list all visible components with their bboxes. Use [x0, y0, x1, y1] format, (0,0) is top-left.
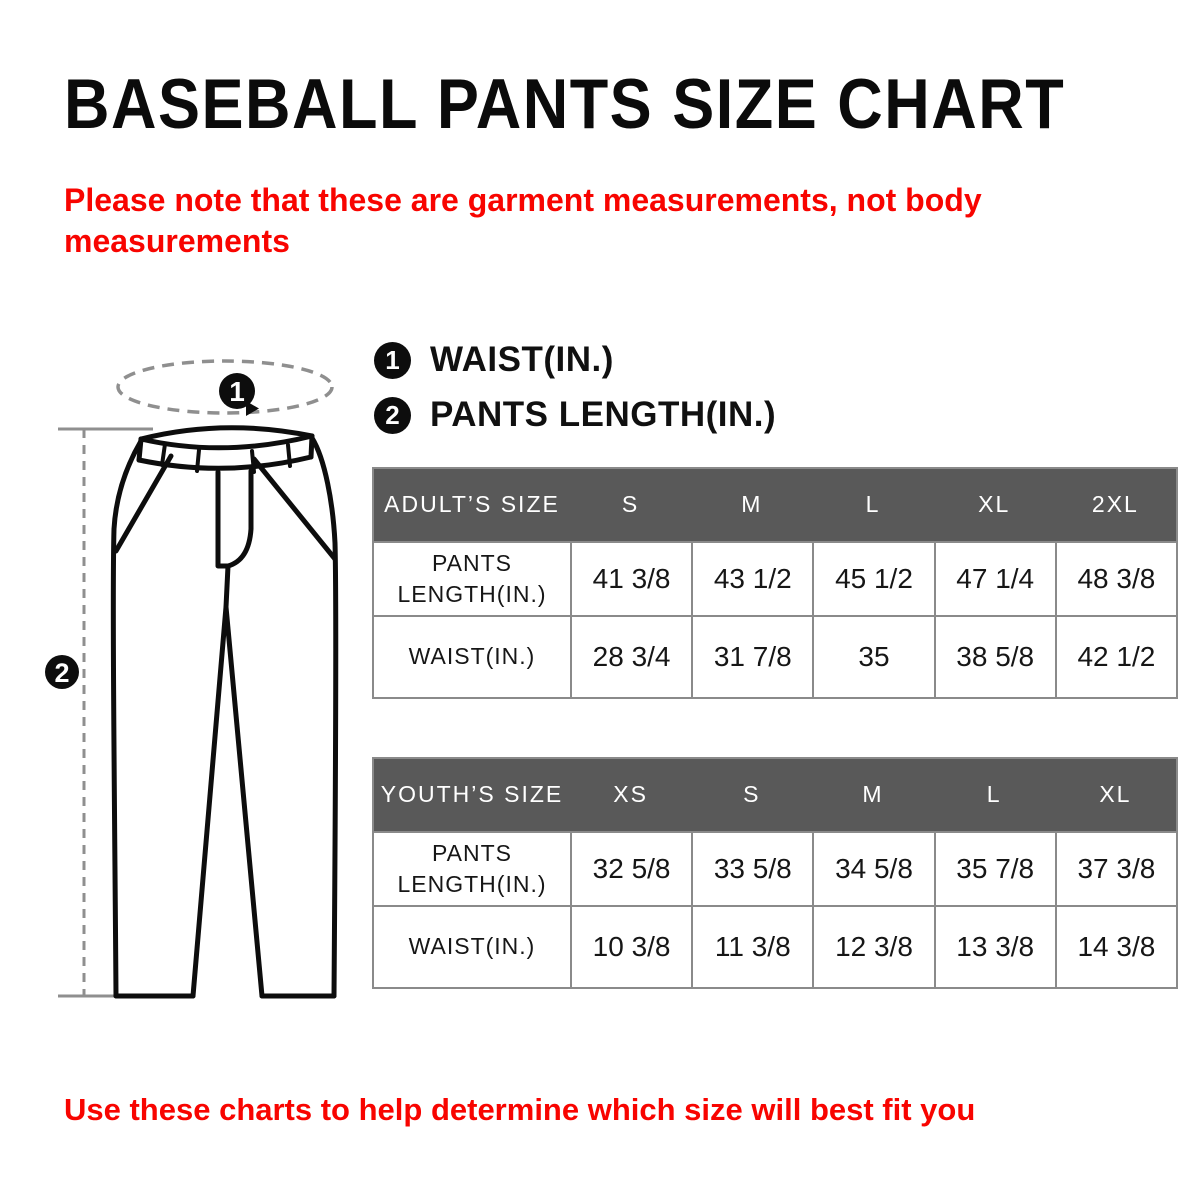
left-outer-seam	[110, 438, 144, 999]
adult-header-size: ADULT’S SIZE	[374, 469, 570, 541]
youth-pants-length-m: 34 5/8	[812, 831, 934, 905]
youth-waist-xs: 10 3/8	[570, 905, 692, 987]
youth-waist-xl: 14 3/8	[1054, 905, 1176, 987]
pants-diagram: 1 2	[45, 359, 339, 999]
legend-waist-label: WAIST(IN.)	[430, 340, 614, 379]
legend-pants-length-label: PANTS LENGTH(IN.)	[430, 395, 777, 434]
garment-measurement-note: Please note that these are garment measu…	[64, 182, 982, 259]
adult-waist-2xl: 42 1/2	[1054, 615, 1176, 697]
youth-waist-l: 13 3/8	[933, 905, 1055, 987]
right-pocket-line	[251, 456, 338, 562]
youth-pants-length-l: 35 7/8	[933, 831, 1055, 905]
youth-header-s: S	[691, 759, 813, 831]
measurement-legend: 1 WAIST(IN.) 2 PANTS LENGTH(IN.)	[374, 340, 776, 435]
adult-row-label-waist: WAIST(IN.)	[374, 615, 570, 697]
youth-waist-m: 12 3/8	[812, 905, 934, 987]
fit-advice-note: Use these charts to help determine which…	[64, 1092, 976, 1127]
adult-waist-m: 31 7/8	[691, 615, 813, 697]
legend-item-waist: 1 WAIST(IN.)	[374, 340, 776, 380]
waistband-top-edge	[138, 425, 315, 442]
youth-header-l: L	[933, 759, 1055, 831]
callout-2-number: 2	[54, 658, 69, 688]
adult-waist-s: 28 3/4	[570, 615, 692, 697]
adult-size-table: ADULT’S SIZE S M L XL 2XL PANTS LENGTH(I…	[372, 467, 1178, 699]
crotch-seam	[223, 563, 231, 610]
youth-size-table: YOUTH’S SIZE XS S M L XL PANTS LENGTH(IN…	[372, 757, 1178, 989]
inner-leg-seams	[190, 604, 265, 999]
callout-2-badge: 2	[45, 655, 79, 689]
adult-header-2xl: 2XL	[1054, 469, 1176, 541]
youth-waist-s: 11 3/8	[691, 905, 813, 987]
youth-header-size: YOUTH’S SIZE	[374, 759, 570, 831]
adult-header-l: L	[812, 469, 934, 541]
youth-header-xl: XL	[1054, 759, 1176, 831]
right-outer-seam	[309, 435, 339, 999]
adult-header-m: M	[691, 469, 813, 541]
youth-pants-length-xs: 32 5/8	[570, 831, 692, 905]
adult-pants-length-2xl: 48 3/8	[1054, 541, 1176, 615]
adult-header-xl: XL	[933, 469, 1055, 541]
youth-row-label-pants-length: PANTS LENGTH(IN.)	[374, 831, 570, 905]
adult-pants-length-s: 41 3/8	[570, 541, 692, 615]
adult-header-s: S	[570, 469, 692, 541]
youth-pants-length-xl: 37 3/8	[1054, 831, 1176, 905]
left-pocket-line	[113, 453, 174, 554]
waist-opening-bottom-edge	[138, 433, 315, 451]
adult-pants-length-m: 43 1/2	[691, 541, 813, 615]
waist-arrow-icon	[246, 401, 259, 416]
fly-placket	[215, 468, 254, 569]
waistband-seams	[160, 442, 292, 474]
adult-pants-length-l: 45 1/2	[812, 541, 934, 615]
waist-dashed-ellipse	[116, 359, 334, 415]
page-title: BASEBALL PANTS SIZE CHART	[64, 65, 1066, 144]
adult-row-label-pants-length: PANTS LENGTH(IN.)	[374, 541, 570, 615]
adult-pants-length-xl: 47 1/4	[933, 541, 1055, 615]
circled-2-icon: 2	[374, 396, 411, 434]
youth-pants-length-s: 33 5/8	[691, 831, 813, 905]
pants-outline	[110, 425, 339, 999]
youth-row-label-waist: WAIST(IN.)	[374, 905, 570, 987]
adult-waist-l: 35	[812, 615, 934, 697]
legend-item-pants-length: 2 PANTS LENGTH(IN.)	[374, 395, 776, 435]
callout-1-badge: 1	[219, 373, 255, 409]
youth-header-m: M	[812, 759, 934, 831]
youth-header-xs: XS	[570, 759, 692, 831]
circled-1-icon: 1	[374, 341, 411, 379]
adult-waist-xl: 38 5/8	[933, 615, 1055, 697]
callout-1-number: 1	[229, 376, 245, 407]
